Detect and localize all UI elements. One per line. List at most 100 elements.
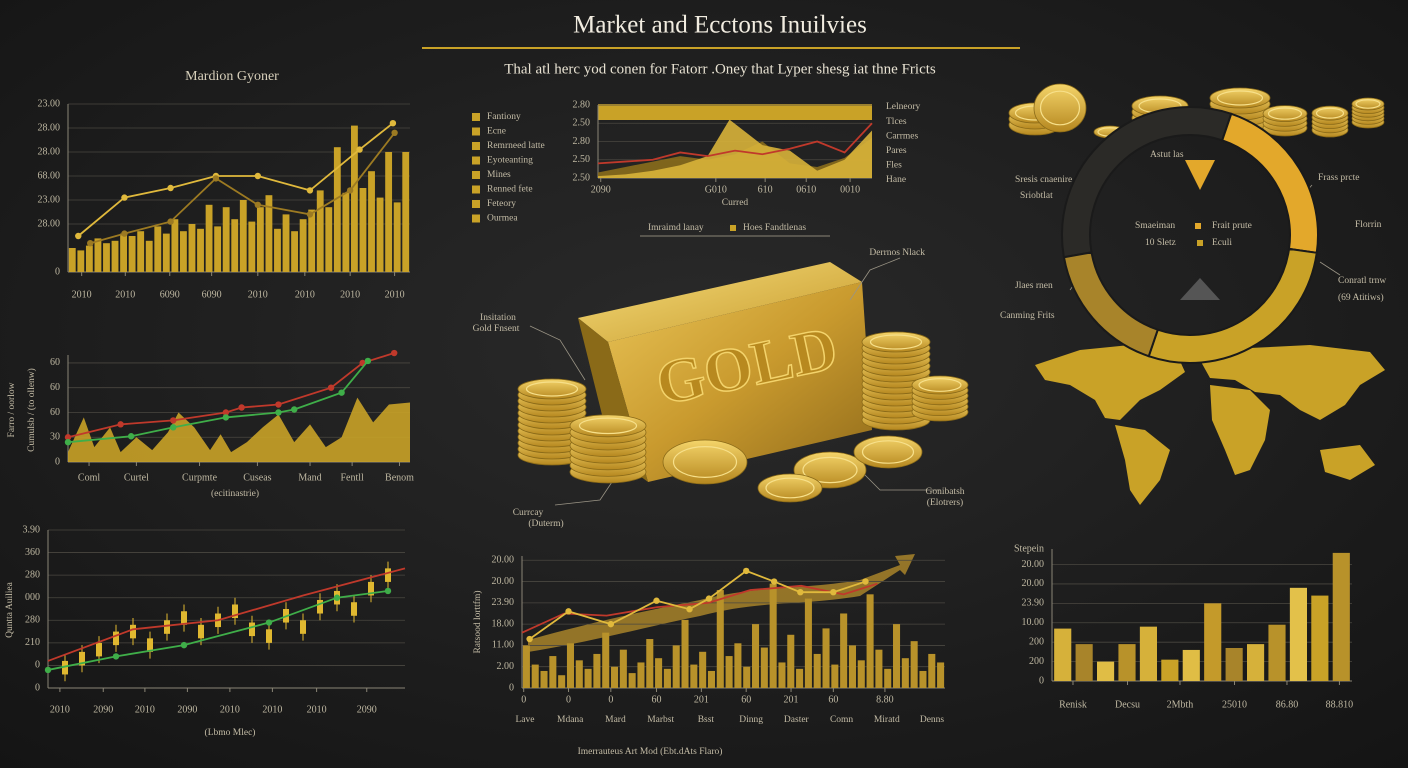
bar (681, 619, 689, 688)
bar (690, 664, 698, 688)
y-tick-label: 2.50 (573, 172, 591, 183)
y-axis-label: Stepein (1014, 543, 1044, 554)
marker (170, 424, 177, 431)
callout: (Elotrers) (927, 497, 963, 508)
page-title: Market and Ecctons Inuilvies (573, 12, 867, 39)
marker (565, 608, 572, 615)
candle-body (113, 631, 119, 646)
x-tick-label: 2010 (50, 704, 70, 715)
candle-body (164, 620, 170, 634)
bar (402, 152, 410, 272)
coin-face (578, 417, 638, 435)
donut-annotation: Conratl trnw (1338, 276, 1386, 286)
legend-swatch (1197, 240, 1203, 246)
center-legend-label: Eculi (1212, 238, 1232, 248)
bar (752, 624, 760, 688)
donut-annotation: Astut las (1150, 150, 1184, 160)
y-tick-label: 20.00 (1022, 559, 1045, 570)
legend-swatch (472, 142, 480, 150)
x-tick-label: 6090 (160, 289, 180, 300)
bar (248, 221, 256, 272)
coin-face (1216, 90, 1264, 106)
bar (239, 200, 247, 272)
legend-label: Fantiony (487, 112, 521, 122)
marker (275, 401, 282, 408)
y-axis-label: Farro / oorlow (7, 382, 17, 437)
y-tick-label: 000 (25, 592, 40, 603)
bar (796, 668, 804, 688)
x-tick-label: 2Mbth (1167, 699, 1194, 710)
bar (188, 224, 196, 272)
candle-body (96, 642, 102, 657)
legend-label: Ecne (487, 127, 506, 137)
bar (180, 231, 187, 272)
legend-label: Mines (487, 170, 511, 180)
marker (127, 433, 135, 440)
bar (848, 645, 856, 688)
candle-body (147, 638, 153, 652)
coin-face (672, 446, 738, 479)
donut-annotation: Sresis cnaenire (1015, 175, 1072, 185)
illustration: GOLD (517, 83, 1385, 652)
x-tick-label: Renisk (1059, 699, 1087, 710)
bar (919, 670, 927, 688)
marker (222, 409, 230, 416)
x-tick-label: Cuseas (243, 472, 271, 483)
bar (1289, 587, 1307, 681)
marker (167, 218, 174, 225)
legend-swatch (472, 171, 480, 179)
x-tick-label: Fentll (340, 472, 364, 483)
bar (549, 656, 557, 688)
bar (778, 662, 786, 688)
marker (797, 588, 804, 596)
legend-swatch (472, 156, 480, 165)
bar (316, 190, 324, 272)
category-label: Mard (605, 715, 626, 725)
x-tick-label: 2010 (295, 289, 315, 300)
x-tick-label: 2090 (591, 184, 611, 195)
category-label: Daster (784, 715, 810, 725)
bar (593, 653, 601, 688)
bar (77, 250, 85, 272)
bar (531, 664, 539, 688)
legend-label: Eyoteanting (487, 156, 533, 166)
legend-label: Remrneed latte (487, 141, 545, 151)
bar (893, 624, 901, 688)
y-tick-label: 0 (55, 456, 60, 467)
marker (275, 409, 282, 416)
y-tick-label: 200 (1029, 636, 1044, 647)
gold-bar-front (608, 282, 872, 482)
bar (602, 632, 610, 688)
bar (1204, 603, 1222, 681)
bar (822, 628, 830, 688)
y-tick-label: 60 (50, 382, 60, 393)
bar (1268, 624, 1286, 681)
candle-body (130, 624, 136, 639)
y-axis-label: Ratsood lorttfm) (472, 590, 483, 653)
bar (299, 219, 307, 272)
category-label: Bsst (698, 715, 715, 725)
coin-face (525, 381, 579, 397)
bar (584, 668, 592, 688)
bar (725, 656, 733, 688)
x-tick-label: 2090 (357, 704, 377, 715)
callout: Derrnos Nlack (869, 248, 925, 258)
gold-bar-top (578, 262, 862, 342)
bar (85, 245, 93, 272)
x-tick-label: 2010 (72, 289, 92, 300)
marker (356, 146, 363, 153)
side-label: Tlces (886, 117, 907, 127)
marker (830, 588, 837, 596)
bar (162, 233, 170, 272)
x-tick-label: 25010 (1222, 699, 1247, 710)
bar (937, 662, 945, 688)
leader-line (529, 325, 586, 381)
callout: Insitation (480, 313, 516, 323)
bar (655, 658, 663, 688)
candle-body (368, 581, 374, 596)
bar (94, 238, 102, 272)
continent (1320, 445, 1375, 480)
donut-annotation: (69 Atitiws) (1338, 292, 1384, 303)
bar (884, 668, 892, 688)
marker (391, 349, 398, 357)
